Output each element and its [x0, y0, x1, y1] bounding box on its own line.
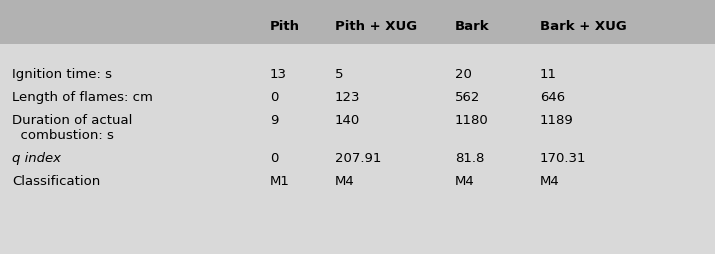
Text: Length of flames: cm: Length of flames: cm — [12, 91, 153, 104]
Text: 11: 11 — [540, 68, 557, 81]
Text: 5: 5 — [335, 68, 343, 81]
Bar — [0, 0, 715, 44]
Text: M4: M4 — [335, 175, 355, 188]
Text: 1180: 1180 — [455, 114, 489, 127]
Text: M4: M4 — [455, 175, 475, 188]
Text: Classification: Classification — [12, 175, 100, 188]
Text: Bark: Bark — [455, 20, 490, 33]
Text: Bark + XUG: Bark + XUG — [540, 20, 627, 33]
Text: 1189: 1189 — [540, 114, 573, 127]
Text: 9: 9 — [270, 114, 278, 127]
Text: M1: M1 — [270, 175, 290, 188]
Text: 123: 123 — [335, 91, 360, 104]
Text: 81.8: 81.8 — [455, 152, 484, 165]
Text: 0: 0 — [270, 152, 278, 165]
Text: 13: 13 — [270, 68, 287, 81]
Text: 646: 646 — [540, 91, 565, 104]
Text: Pith + XUG: Pith + XUG — [335, 20, 417, 33]
Text: M4: M4 — [540, 175, 560, 188]
Text: q index: q index — [12, 152, 61, 165]
Text: 20: 20 — [455, 68, 472, 81]
Text: Ignition time: s: Ignition time: s — [12, 68, 112, 81]
Bar — [0, 44, 715, 254]
Text: 140: 140 — [335, 114, 360, 127]
Text: 0: 0 — [270, 91, 278, 104]
Text: Pith: Pith — [270, 20, 300, 33]
Text: 562: 562 — [455, 91, 480, 104]
Text: 170.31: 170.31 — [540, 152, 586, 165]
Text: 207.91: 207.91 — [335, 152, 381, 165]
Text: Duration of actual
  combustion: s: Duration of actual combustion: s — [12, 114, 132, 142]
